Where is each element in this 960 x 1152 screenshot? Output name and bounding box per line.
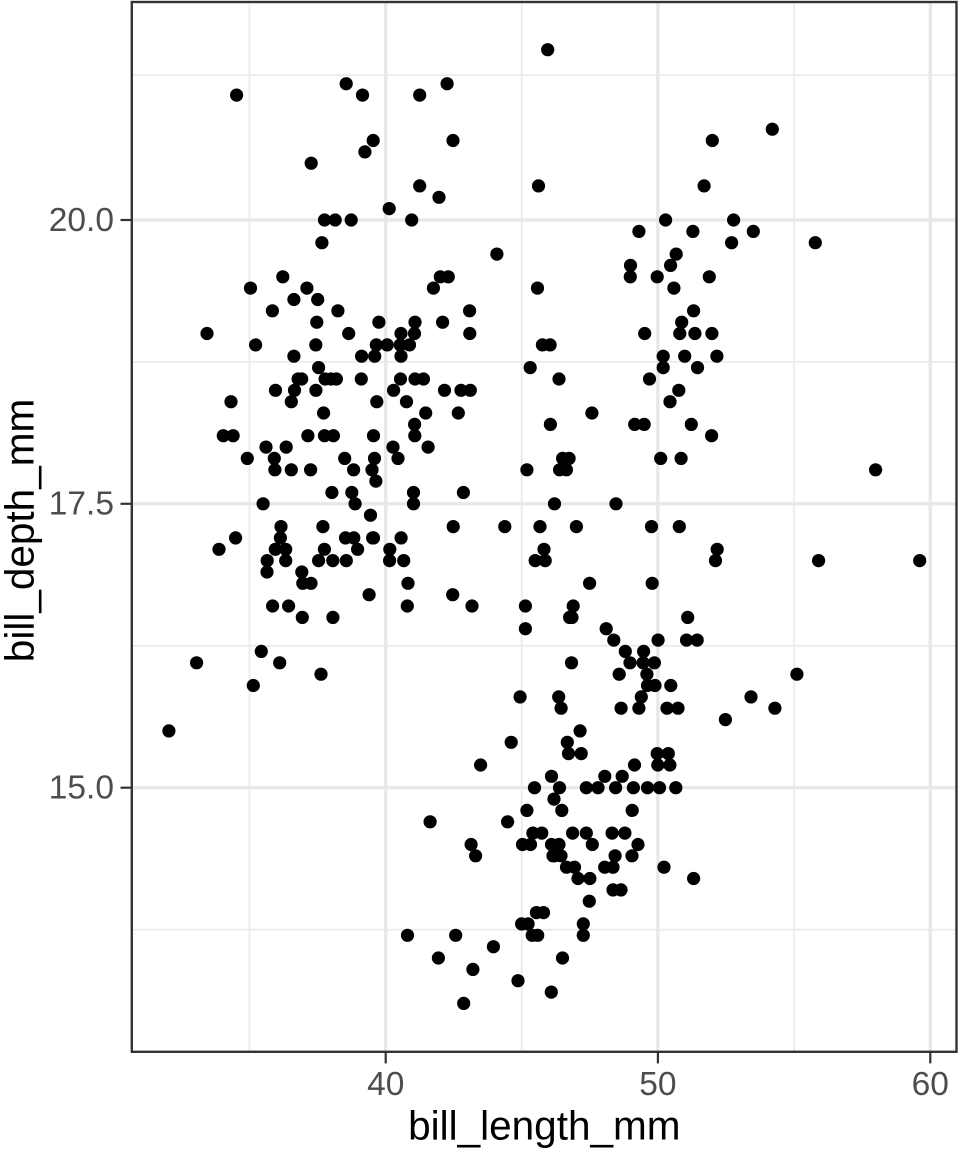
svg-text:15.0: 15.0 (49, 770, 114, 807)
svg-text:bill_depth_mm: bill_depth_mm (0, 399, 43, 662)
svg-text:60: 60 (912, 1066, 949, 1103)
svg-text:bill_length_mm: bill_length_mm (408, 1103, 680, 1149)
svg-text:50: 50 (639, 1066, 676, 1103)
svg-text:17.5: 17.5 (49, 486, 114, 523)
svg-text:40: 40 (367, 1066, 404, 1103)
svg-text:20.0: 20.0 (49, 202, 114, 239)
